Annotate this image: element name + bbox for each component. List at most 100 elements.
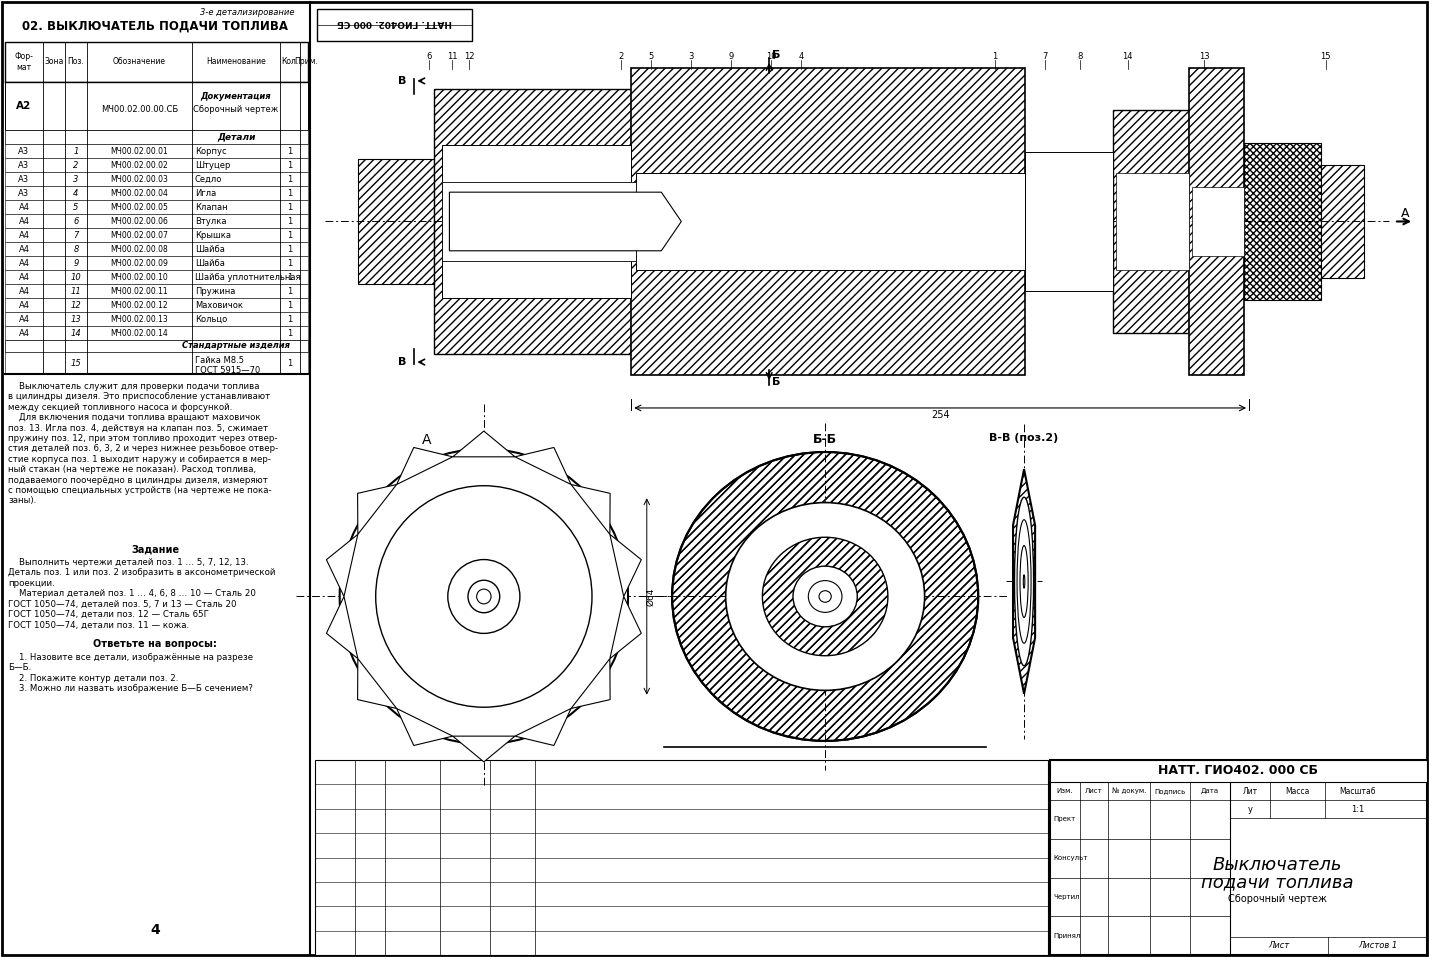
- Text: 3: 3: [73, 174, 79, 184]
- Text: Шайба уплотнительная: Шайба уплотнительная: [194, 273, 300, 281]
- Text: МЧ00.02.00.14: МЧ00.02.00.14: [110, 328, 169, 338]
- Bar: [4, 352, 309, 374]
- Polygon shape: [326, 596, 357, 658]
- Bar: [443, 183, 636, 260]
- Polygon shape: [453, 431, 514, 456]
- Bar: [1245, 144, 1320, 300]
- Bar: [4, 144, 309, 158]
- Text: 1: 1: [287, 216, 293, 226]
- Text: Подпись: Подпись: [1155, 788, 1186, 794]
- Text: 1. Назовите все детали, изображённые на разрезе
Б—Б.
    2. Покажите контур дета: 1. Назовите все детали, изображённые на …: [9, 653, 253, 693]
- Text: МЧ00.02.00.02: МЧ00.02.00.02: [110, 161, 169, 169]
- Bar: [4, 284, 309, 298]
- Text: A4: A4: [19, 328, 30, 338]
- Text: Детали: Детали: [217, 132, 256, 142]
- Text: Б: Б: [772, 377, 780, 387]
- Ellipse shape: [763, 537, 887, 656]
- Text: 6: 6: [73, 216, 79, 226]
- Ellipse shape: [1020, 545, 1027, 617]
- Text: 1: 1: [287, 146, 293, 155]
- Text: Обозначение: Обозначение: [113, 57, 166, 66]
- Text: 7: 7: [73, 231, 79, 239]
- Bar: [1113, 110, 1189, 333]
- Polygon shape: [610, 596, 642, 658]
- Text: Масштаб: Масштаб: [1339, 787, 1376, 795]
- Text: 13: 13: [70, 315, 81, 323]
- Text: Крышка: Крышка: [194, 231, 231, 239]
- Polygon shape: [610, 534, 642, 596]
- Text: 1: 1: [287, 174, 293, 184]
- Text: Прим.: Прим.: [294, 57, 319, 66]
- Bar: [4, 186, 309, 200]
- Text: 13: 13: [1199, 52, 1209, 61]
- Text: Ответьте на вопросы:: Ответьте на вопросы:: [93, 639, 217, 649]
- Ellipse shape: [340, 449, 627, 745]
- Text: 11: 11: [70, 286, 81, 296]
- Text: Масса: Масса: [1285, 787, 1310, 795]
- Text: Клапан: Клапан: [194, 203, 227, 211]
- Bar: [4, 270, 309, 284]
- Text: Корпус: Корпус: [194, 146, 227, 155]
- Text: 8: 8: [73, 244, 79, 254]
- Polygon shape: [514, 708, 572, 746]
- Ellipse shape: [809, 581, 842, 612]
- Bar: [434, 89, 632, 354]
- Text: Чертил: Чертил: [1053, 894, 1080, 900]
- Text: Сборочный чертеж: Сборочный чертеж: [1228, 895, 1328, 904]
- Polygon shape: [449, 192, 682, 251]
- Text: A3: A3: [19, 174, 30, 184]
- Bar: [357, 159, 434, 284]
- Bar: [1245, 144, 1320, 300]
- Polygon shape: [514, 448, 572, 484]
- Text: A4: A4: [19, 203, 30, 211]
- Text: Шайба: Шайба: [194, 258, 224, 268]
- Text: 1: 1: [287, 300, 293, 309]
- Ellipse shape: [447, 560, 520, 634]
- Text: 02. ВЫКЛЮЧАТЕЛЬ ПОДАЧИ ТОПЛИВА: 02. ВЫКЛЮЧАТЕЛЬ ПОДАЧИ ТОПЛИВА: [21, 20, 289, 33]
- Text: 2: 2: [619, 52, 624, 61]
- Text: 1: 1: [287, 231, 293, 239]
- Text: Фор-
мат: Фор- мат: [14, 53, 33, 72]
- Text: A4: A4: [19, 216, 30, 226]
- Bar: [4, 172, 309, 186]
- Polygon shape: [572, 484, 610, 534]
- Polygon shape: [1013, 469, 1035, 694]
- Text: 1:1: 1:1: [1350, 805, 1365, 813]
- Text: A3: A3: [19, 189, 30, 197]
- Bar: [317, 9, 472, 41]
- Text: В: В: [399, 76, 406, 86]
- Text: Зона: Зона: [44, 57, 64, 66]
- Text: МЧ00.02.00.12: МЧ00.02.00.12: [110, 300, 169, 309]
- Text: № докум.: № докум.: [1112, 788, 1146, 794]
- Text: Прект: Прект: [1053, 816, 1075, 822]
- Text: МЧ00.02.00.05: МЧ00.02.00.05: [110, 203, 169, 211]
- Text: Документация: Документация: [200, 92, 272, 101]
- Text: Маховичок: Маховичок: [194, 300, 243, 309]
- Bar: [632, 68, 1025, 375]
- Text: 2: 2: [73, 161, 79, 169]
- Text: Выключатель: Выключатель: [1213, 857, 1342, 875]
- Text: Гайка М8.5
ГОСТ 5915—70: Гайка М8.5 ГОСТ 5915—70: [194, 356, 260, 375]
- Text: Игла: Игла: [194, 189, 216, 197]
- Text: 254: 254: [930, 410, 949, 420]
- Bar: [4, 42, 309, 82]
- Polygon shape: [453, 736, 514, 762]
- Text: 3: 3: [689, 52, 694, 61]
- Text: МЧ00.02.00.10: МЧ00.02.00.10: [110, 273, 169, 281]
- Text: 10: 10: [70, 273, 81, 281]
- Text: 11: 11: [447, 52, 457, 61]
- Text: 6: 6: [427, 52, 432, 61]
- Text: Втулка: Втулка: [194, 216, 227, 226]
- Text: A4: A4: [19, 244, 30, 254]
- Text: 4: 4: [150, 923, 160, 937]
- Text: Консульт: Консульт: [1053, 856, 1087, 861]
- Polygon shape: [326, 534, 357, 596]
- Text: Лист: Лист: [1269, 942, 1290, 950]
- Text: Лист: Лист: [1085, 788, 1103, 794]
- Text: 1: 1: [287, 359, 293, 367]
- Text: 1: 1: [287, 203, 293, 211]
- Polygon shape: [397, 708, 453, 746]
- Bar: [434, 89, 632, 354]
- Text: Принял: Принял: [1053, 933, 1080, 939]
- Text: 1: 1: [287, 315, 293, 323]
